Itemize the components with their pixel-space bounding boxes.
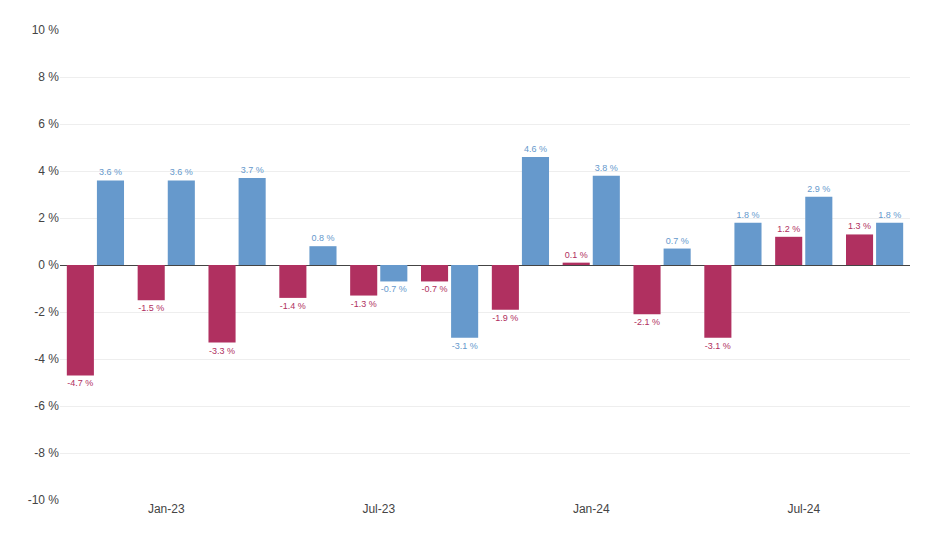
svg-text:4 %: 4 % [38,164,59,178]
svg-text:0.7 %: 0.7 % [666,236,689,246]
svg-text:-2.1 %: -2.1 % [634,317,660,327]
svg-text:-3.3 %: -3.3 % [209,346,235,356]
svg-text:3.6 %: 3.6 % [170,167,193,177]
svg-text:Jul-23: Jul-23 [362,502,395,516]
svg-text:-1.5 %: -1.5 % [138,303,164,313]
svg-text:4.6 %: 4.6 % [524,144,547,154]
svg-text:-1.4 %: -1.4 % [280,301,306,311]
svg-text:10 %: 10 % [32,23,60,37]
svg-text:-6 %: -6 % [34,399,59,413]
svg-text:-2 %: -2 % [34,305,59,319]
svg-text:6 %: 6 % [38,117,59,131]
svg-text:-4.7 %: -4.7 % [67,378,93,388]
svg-text:-3.1 %: -3.1 % [452,341,478,351]
svg-text:Jan-24: Jan-24 [573,502,610,516]
svg-text:2.9 %: 2.9 % [807,184,830,194]
svg-text:1.8 %: 1.8 % [878,210,901,220]
svg-text:-10 %: -10 % [28,493,60,507]
svg-text:1.3 %: 1.3 % [848,221,871,231]
svg-text:0.8 %: 0.8 % [311,233,334,243]
svg-text:8 %: 8 % [38,70,59,84]
svg-text:-4 %: -4 % [34,352,59,366]
svg-text:3.7 %: 3.7 % [241,165,264,175]
svg-text:2 %: 2 % [38,211,59,225]
svg-text:-1.9 %: -1.9 % [492,313,518,323]
svg-text:-0.7 %: -0.7 % [381,284,407,294]
svg-text:-8 %: -8 % [34,446,59,460]
svg-text:3.8 %: 3.8 % [595,163,618,173]
svg-text:-0.7 %: -0.7 % [422,284,448,294]
svg-text:0.1 %: 0.1 % [565,250,588,260]
svg-text:-1.3 %: -1.3 % [351,299,377,309]
svg-text:1.8 %: 1.8 % [736,210,759,220]
svg-text:0 %: 0 % [38,258,59,272]
svg-text:3.6 %: 3.6 % [99,167,122,177]
svg-text:Jul-24: Jul-24 [787,502,820,516]
svg-text:1.2 %: 1.2 % [777,224,800,234]
svg-text:Jan-23: Jan-23 [148,502,185,516]
svg-text:-3.1 %: -3.1 % [705,341,731,351]
